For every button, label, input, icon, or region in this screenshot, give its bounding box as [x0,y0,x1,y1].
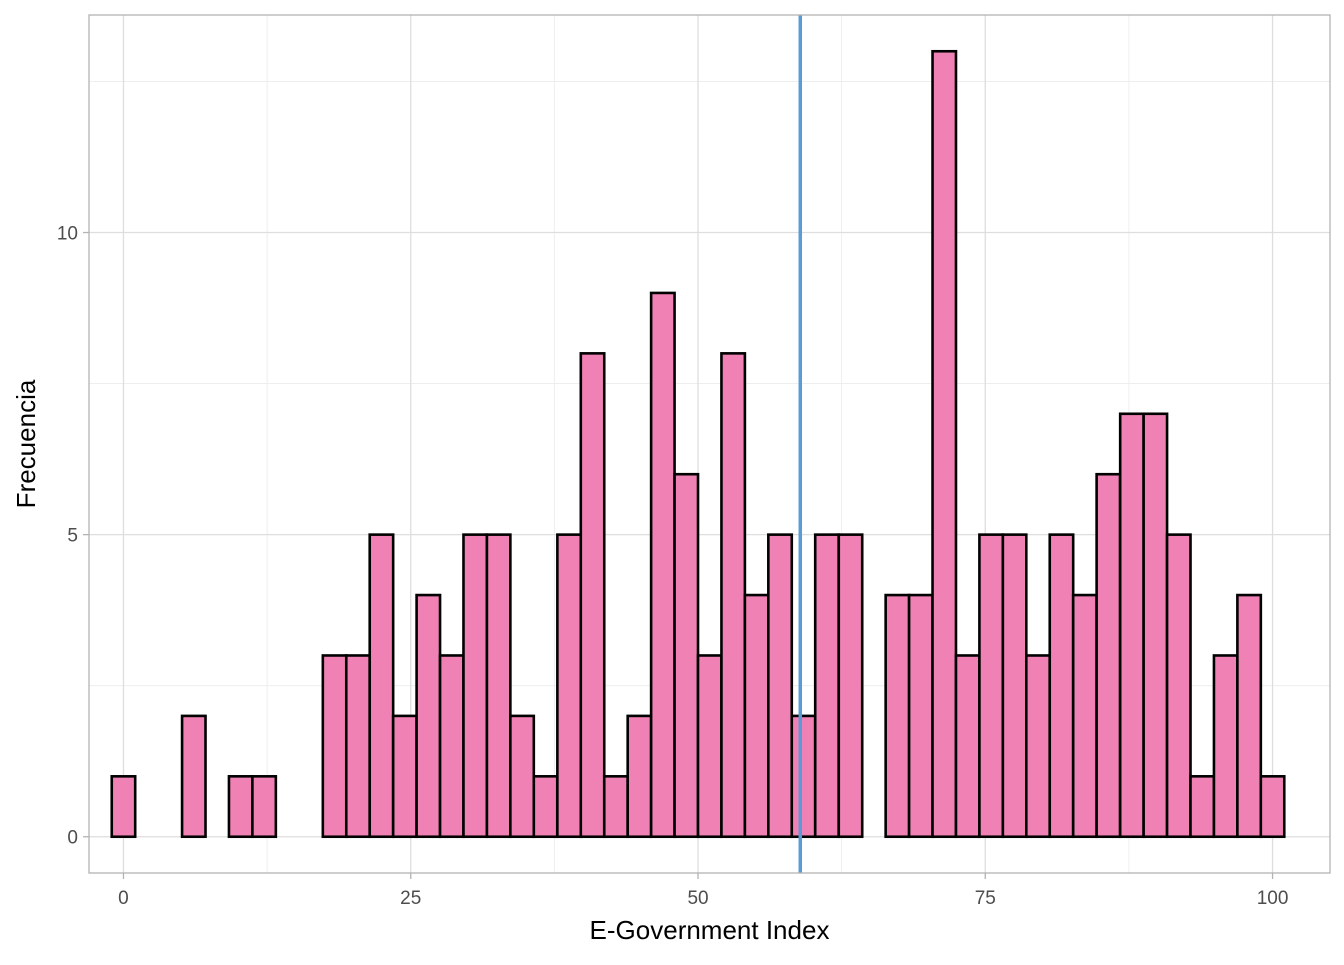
bars-layer [110,49,1286,839]
histogram-bar [485,533,512,839]
histogram-bar [438,654,465,839]
histogram-bar [1142,412,1169,839]
histogram-bar [251,775,278,839]
histogram-bar [978,533,1005,839]
histogram-bar [180,714,207,839]
panel-border [88,14,1331,874]
y-axis-title: Frecuencia [11,379,41,508]
x-tick-label: 75 [975,888,996,909]
x-tick-label: 100 [1257,888,1289,909]
histogram-bar [1165,533,1192,839]
histogram-bar [1048,533,1075,839]
histogram-bar [720,352,747,839]
histogram-bar [1259,775,1286,839]
y-tick-label: 10 [57,224,78,245]
histogram-bar [556,533,583,839]
histogram-bar [321,654,348,839]
histogram-bar [602,775,629,839]
histogram-bar [837,533,864,839]
histogram-bar [1189,775,1216,839]
histogram-bar [790,714,817,839]
histogram-bar [884,593,911,839]
histogram-bar [579,352,606,839]
histogram-bar [743,593,770,839]
histogram-bar [673,472,700,839]
histogram-bar [1212,654,1239,839]
histogram-bar [931,49,958,839]
histogram-bar [649,291,676,839]
x-tick-label: 0 [118,888,129,909]
histogram-bar [509,714,536,839]
x-tick-label: 25 [400,888,421,909]
y-axis-ticks: 0 5 10 [57,224,89,849]
histogram-bar [1071,593,1098,839]
x-tick-label: 50 [687,888,708,909]
histogram-bar [813,533,840,839]
histogram-bar [532,775,559,839]
histogram-bar [1095,472,1122,839]
histogram-bar [954,654,981,839]
histogram-bar [1236,593,1263,839]
histogram-bar [696,654,723,839]
histogram-bar [368,533,395,839]
histogram-bar [907,593,934,839]
histogram-bar [626,714,653,839]
x-axis-title: E-Government Index [590,915,830,945]
x-axis-ticks: 0 25 50 75 100 [118,873,1288,909]
histogram-bar [462,533,489,839]
histogram-bar [1024,654,1052,839]
y-tick-label: 5 [67,526,78,547]
histogram-bar [110,775,137,839]
histogram-bar [415,593,442,839]
histogram-bar [344,654,372,839]
histogram-bar [1118,412,1145,839]
y-tick-label: 0 [67,828,78,849]
histogram-bar [391,714,418,839]
histogram-bar [767,533,794,839]
histogram-bar [227,775,254,839]
histogram-bar [1001,533,1028,839]
